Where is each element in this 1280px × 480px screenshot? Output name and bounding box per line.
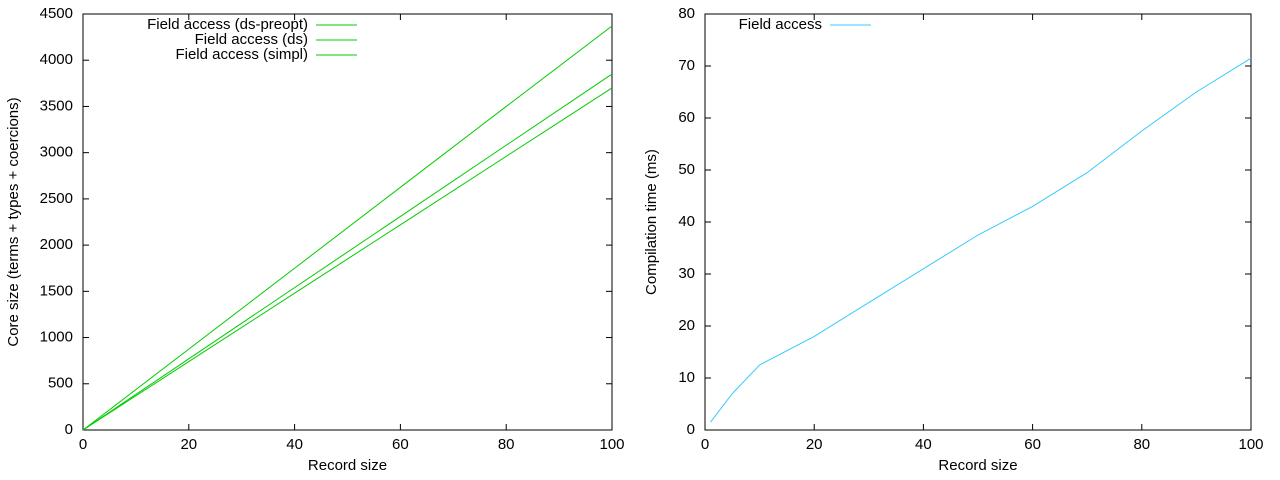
x-tick-label: 0 — [79, 436, 87, 453]
data-line — [82, 25, 613, 431]
legend-label: Field access (simpl) — [175, 46, 308, 63]
plot-frame — [704, 13, 1252, 431]
x-tick-label: 100 — [1238, 436, 1263, 453]
x-tick-label: 0 — [701, 436, 709, 453]
y-tick-label: 0 — [687, 421, 695, 438]
chart-panel: 0 500 1000 1500 2000 2500 3000 3500 4000 4500 0 20 4… — [5, 5, 625, 474]
legend-label: Field access (ds) — [195, 31, 308, 48]
legend-label: Field access — [739, 16, 822, 33]
y-tick-label: 70 — [678, 57, 695, 74]
y-tick-label: 50 — [678, 161, 695, 178]
x-tick-label: 60 — [1024, 436, 1041, 453]
y-tick-label: 1000 — [40, 329, 73, 346]
y-tick-label: 2500 — [40, 190, 73, 207]
data-line — [82, 73, 613, 431]
y-tick-label: 1500 — [40, 282, 73, 299]
data-line — [82, 87, 613, 431]
y-tick-label: 60 — [678, 109, 695, 126]
y-tick-label: 30 — [678, 265, 695, 282]
y-axis-label: Compilation time (ms) — [643, 149, 660, 295]
x-tick-label: 40 — [915, 436, 932, 453]
y-tick-label: 3500 — [40, 97, 73, 114]
x-tick-label: 40 — [286, 436, 303, 453]
y-tick-label: 10 — [678, 369, 695, 386]
x-tick-label: 20 — [180, 436, 197, 453]
y-tick-label: 0 — [65, 421, 73, 438]
y-tick-label: 500 — [48, 375, 73, 392]
y-tick-label: 40 — [678, 213, 695, 230]
y-tick-label: 80 — [678, 5, 695, 22]
x-axis-label: Record size — [938, 457, 1017, 474]
x-axis-label: Record size — [308, 457, 387, 474]
y-axis-label: Core size (terms + types + coercions) — [5, 97, 22, 346]
data-line — [710, 57, 1252, 423]
y-tick-label: 2000 — [40, 236, 73, 253]
x-tick-label: 80 — [1133, 436, 1150, 453]
plot-frame — [82, 13, 613, 431]
x-tick-label: 60 — [392, 436, 409, 453]
chart-panel: 0 10 20 30 40 50 60 70 80 0 20 40 60 80 100 Record size… — [643, 5, 1264, 474]
x-tick-label: 80 — [498, 436, 515, 453]
y-tick-label: 4500 — [40, 5, 73, 22]
x-tick-label: 100 — [599, 436, 624, 453]
y-tick-label: 3000 — [40, 144, 73, 161]
x-tick-label: 20 — [806, 436, 823, 453]
y-tick-label: 4000 — [40, 51, 73, 68]
legend-label: Field access (ds-preopt) — [147, 16, 308, 33]
y-tick-label: 20 — [678, 317, 695, 334]
